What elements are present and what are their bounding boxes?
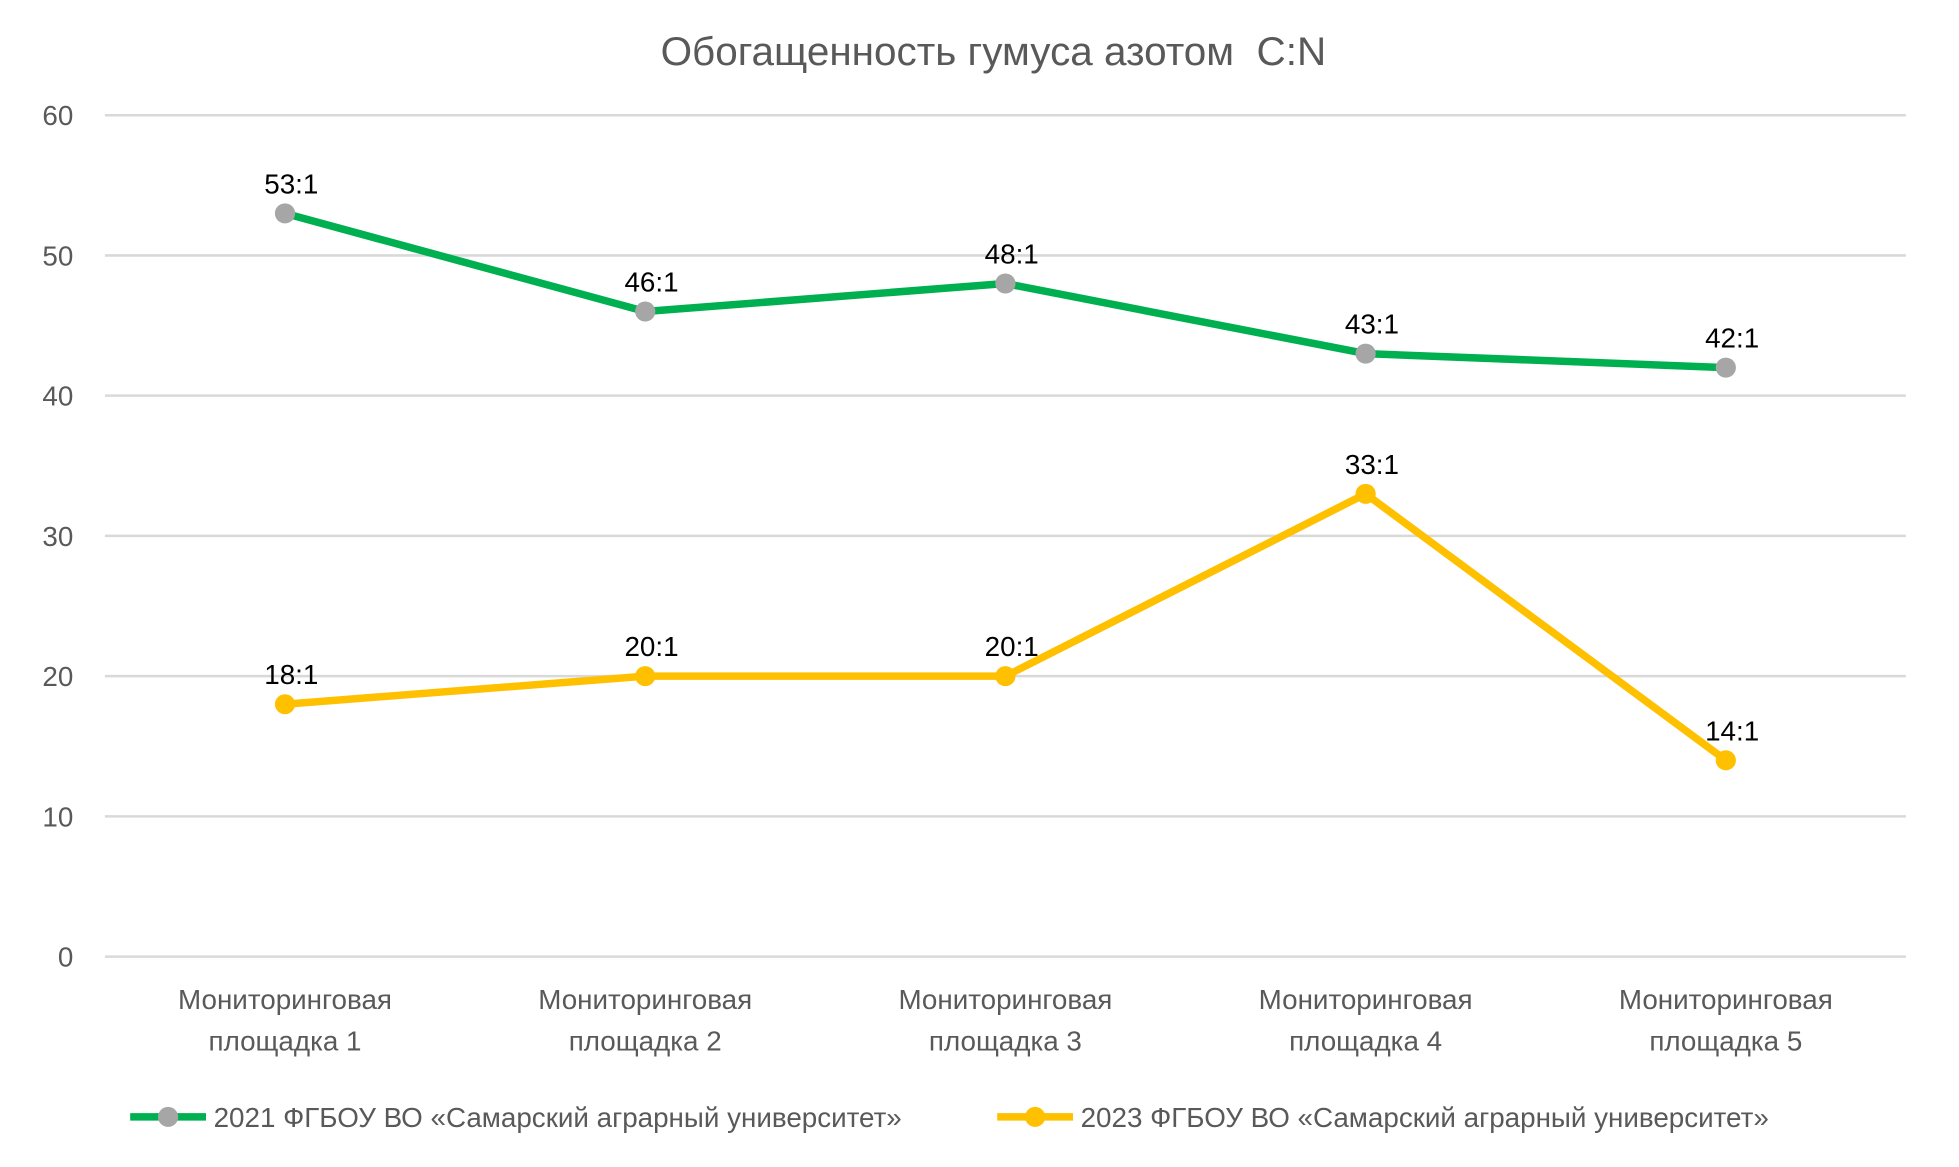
data-label: 18:1 xyxy=(264,659,318,690)
chart-title: Обогащенность гумуса азотом C:N xyxy=(661,29,1327,74)
data-point xyxy=(1355,343,1376,364)
y-tick-label: 40 xyxy=(42,381,73,412)
x-tick-label: площадка 5 xyxy=(1649,1026,1802,1057)
x-tick-label: площадка 1 xyxy=(209,1026,362,1057)
x-tick-label: Мониторинговая xyxy=(178,984,392,1015)
data-point xyxy=(1715,357,1736,378)
y-tick-label: 50 xyxy=(42,241,73,272)
y-tick-label: 0 xyxy=(58,942,73,973)
y-tick-label: 30 xyxy=(42,521,73,552)
data-label: 48:1 xyxy=(985,239,1039,270)
x-tick-label: Мониторинговая xyxy=(538,984,752,1015)
data-label: 42:1 xyxy=(1705,323,1759,354)
data-label: 43:1 xyxy=(1345,309,1399,340)
data-point xyxy=(635,301,656,322)
legend-label: 2023 ФГБОУ ВО «Самарский аграрный универ… xyxy=(1081,1102,1769,1133)
x-tick-label: Мониторинговая xyxy=(1619,984,1833,1015)
data-point xyxy=(995,273,1016,294)
data-label: 14:1 xyxy=(1705,715,1759,746)
series-line-2 xyxy=(284,490,1729,764)
data-label: 46:1 xyxy=(624,267,678,298)
data-label: 33:1 xyxy=(1345,449,1399,480)
data-label: 20:1 xyxy=(985,631,1039,662)
x-tick-label: площадка 3 xyxy=(929,1026,1082,1057)
x-tick-label: Мониторинговая xyxy=(1259,984,1473,1015)
data-point xyxy=(1355,483,1376,504)
legend-marker xyxy=(1024,1106,1046,1127)
data-label: 53:1 xyxy=(264,168,318,199)
data-label: 20:1 xyxy=(624,631,678,662)
y-tick-label: 20 xyxy=(42,661,73,692)
legend-marker xyxy=(157,1106,179,1127)
data-point xyxy=(995,666,1016,687)
y-tick-label: 60 xyxy=(42,100,73,131)
data-point xyxy=(1715,750,1736,771)
legend-label: 2021 ФГБОУ ВО «Самарский аграрный универ… xyxy=(214,1102,902,1133)
y-tick-label: 10 xyxy=(42,802,73,833)
data-point xyxy=(635,666,656,687)
x-tick-label: площадка 4 xyxy=(1289,1026,1442,1057)
x-tick-label: площадка 2 xyxy=(569,1026,722,1057)
x-tick-label: Мониторинговая xyxy=(898,984,1112,1015)
data-point xyxy=(274,694,296,715)
data-point xyxy=(274,203,296,224)
